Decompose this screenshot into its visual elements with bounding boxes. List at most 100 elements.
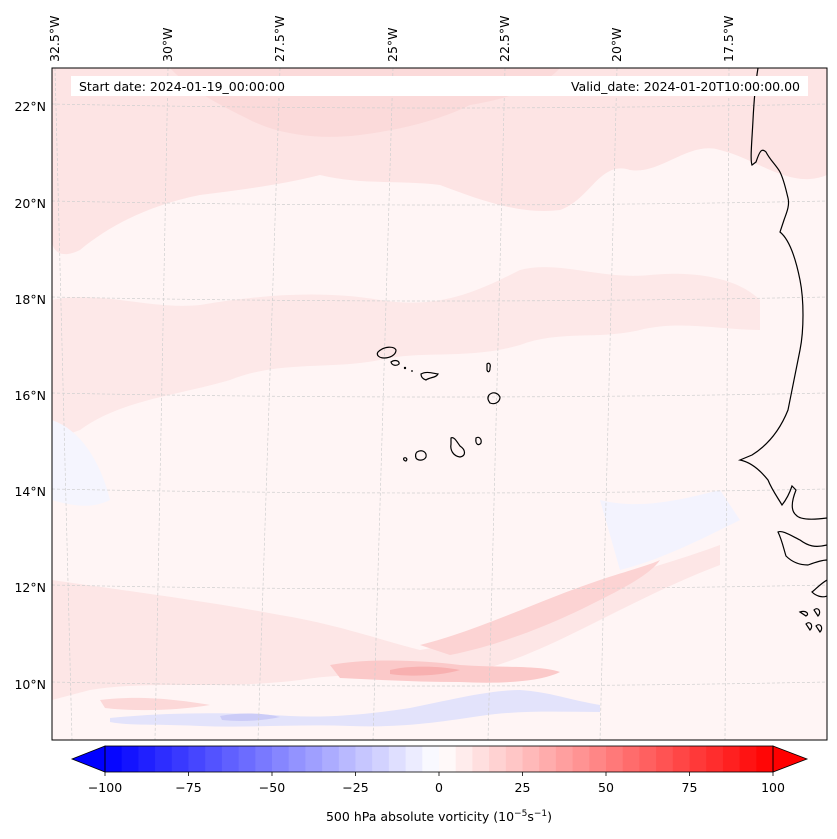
contour-pos-band-10N-core: [390, 666, 460, 676]
cape-verde-sao-nicolau: [420, 371, 439, 381]
colorbar-tick-label: 75: [682, 780, 698, 795]
longitude-labels: 32.5°W 30°W 27.5°W 25°W 22.5°W 20°W 17.5°W: [47, 16, 736, 62]
contour-pos-streak: [420, 560, 660, 655]
colorbar-extend-high: [772, 745, 809, 773]
colorbar-cell: [439, 746, 457, 772]
colorbar-cell: [622, 746, 640, 772]
colorbar-cell: [338, 746, 356, 772]
africa-coastline: [737, 68, 827, 520]
colorbar-cell: [322, 746, 340, 772]
cape-verde-fogo: [414, 450, 427, 461]
guinea-bissau-coast: [811, 579, 827, 598]
islet-santa-luzia: [403, 366, 407, 370]
colorbar-tick-label: −100: [88, 780, 122, 795]
longitude-tick-label: 30°W: [160, 27, 175, 62]
meridian-line: [599, 68, 618, 740]
latitude-tick-label: 10°N: [14, 677, 46, 692]
colorbar-cell: [739, 746, 757, 772]
latitude-tick-label: 12°N: [14, 580, 46, 595]
colorbar-cells: [105, 746, 774, 772]
map-frame: [51, 67, 828, 741]
contour-pos-mid: [52, 267, 760, 440]
colorbar-cell: [255, 746, 273, 772]
colorbar: −100 −75 −50 −25 0 25 50 75 100 500 hPa absolute…: [70, 745, 809, 824]
colorbar-cell: [756, 746, 774, 772]
colorbar-tick-label: 0: [435, 780, 443, 795]
colorbar-cell: [305, 746, 323, 772]
colorbar-tick-label: 100: [761, 780, 785, 795]
colorbar-cell: [272, 746, 290, 772]
parallel-line: [52, 681, 827, 687]
colorbar-cell: [489, 746, 507, 772]
colorbar-cell: [572, 746, 590, 772]
colorbar-cell: [656, 746, 674, 772]
cape-verde-santo-antao: [376, 346, 397, 359]
contour-pos-sw: [100, 697, 210, 711]
map-panel: Start date: 2024-01-19_00:00:00 Valid_da…: [51, 67, 828, 741]
colorbar-cell: [238, 746, 256, 772]
colorbar-cell: [606, 746, 624, 772]
meridian-line: [257, 68, 281, 740]
colorbar-cell: [455, 746, 473, 772]
meridian-line: [487, 68, 506, 740]
colorbar-cell: [672, 746, 690, 772]
longitude-tick-label: 27.5°W: [272, 16, 287, 62]
latitude-tick-label: 22°N: [14, 99, 46, 114]
colorbar-cell: [355, 746, 373, 772]
colorbar-tick-label: −75: [175, 780, 201, 795]
parallel-line: [52, 392, 827, 398]
parallel-line: [52, 200, 827, 206]
contour-neg-south-core: [220, 713, 280, 721]
cape-verde-sal: [486, 362, 491, 373]
annotation-box: [71, 76, 808, 96]
colorbar-cell: [539, 746, 557, 772]
colorbar-cell: [188, 746, 206, 772]
meridian-line: [724, 68, 730, 740]
cape-verde-sao-vicente: [390, 359, 400, 366]
colorbar-cell: [722, 746, 741, 772]
colorbar-cell: [405, 746, 423, 772]
colorbar-cell: [171, 746, 189, 772]
gridlines: [52, 68, 827, 740]
small-islets: [403, 366, 413, 372]
cape-verde-boa-vista: [487, 392, 501, 405]
colorbar-cell: [221, 746, 240, 772]
colorbar-ticks: −100 −75 −50 −25 0 25 50 75 100: [88, 772, 785, 795]
start-date-label: Start date: 2024-01-19_00:00:00: [79, 79, 285, 94]
longitude-tick-label: 20°W: [609, 27, 624, 62]
colorbar-cell: [689, 746, 707, 772]
colorbar-cell: [589, 746, 607, 772]
meridian-line: [154, 68, 169, 740]
colorbar-label: 500 hPa absolute vorticity (10−5s−1): [326, 809, 552, 824]
meridian-line: [372, 68, 394, 740]
colorbar-cell: [555, 746, 574, 772]
longitude-tick-label: 22.5°W: [497, 16, 512, 62]
colorbar-tick-label: −25: [342, 780, 368, 795]
bijagos-islands: [798, 608, 823, 633]
latitude-labels: 22°N 20°N 18°N 16°N 14°N 12°N 10°N: [14, 99, 46, 692]
colorbar-cell: [639, 746, 657, 772]
islet-branco: [411, 370, 413, 372]
cape-verde-santiago: [450, 437, 466, 458]
colorbar-cell: [388, 746, 407, 772]
colorbar-tick-label: −50: [259, 780, 285, 795]
latitude-tick-label: 20°N: [14, 196, 46, 211]
latitude-tick-label: 16°N: [14, 388, 46, 403]
colorbar-extend-low: [70, 745, 106, 773]
colorbar-cell: [205, 746, 223, 772]
colorbar-cell: [138, 746, 156, 772]
colorbar-cell: [121, 746, 139, 772]
colorbar-tick-label: 50: [598, 780, 614, 795]
longitude-tick-label: 25°W: [385, 27, 400, 62]
meridian-line: [54, 68, 73, 740]
colorbar-cell: [288, 746, 306, 772]
colorbar-cell: [422, 746, 440, 772]
latitude-tick-label: 14°N: [14, 484, 46, 499]
cape-verde-brava: [403, 457, 408, 462]
longitude-tick-label: 32.5°W: [47, 16, 62, 62]
colorbar-cell: [505, 746, 523, 772]
parallel-line: [52, 488, 827, 494]
coastlines: [376, 68, 827, 633]
contour-neg-east: [600, 490, 740, 570]
